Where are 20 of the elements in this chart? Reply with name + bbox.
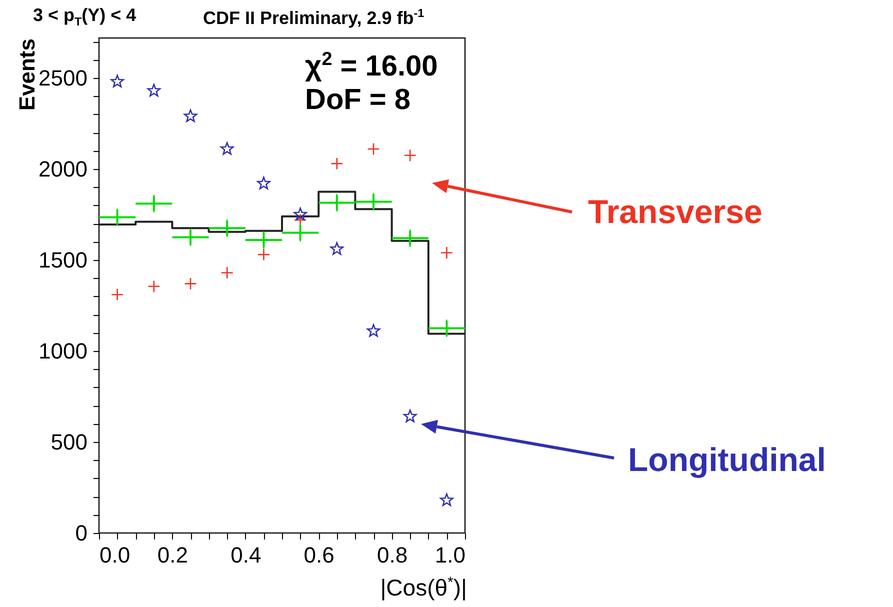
- x-tick-label: 1.0: [434, 542, 466, 568]
- chart-title: 3 < p$_{T}$(Υ) < 4: [33, 5, 136, 29]
- x-tick-label: 0.2: [157, 542, 188, 568]
- y-axis-title: Events: [14, 38, 40, 111]
- y-tick-label: 2000: [38, 156, 88, 182]
- y-tick-label: 2500: [38, 66, 88, 91]
- chart-subtitle: CDF II Preliminary, 2.9 fb$^{-1}$: [203, 7, 424, 29]
- x-tick-label: 0.6: [304, 542, 334, 568]
- x-tick-label: 0.8: [377, 542, 408, 568]
- y-tick-label: 0: [75, 520, 88, 546]
- annotation: DoF = 8: [305, 84, 411, 117]
- x-tick-label: 0.4: [230, 542, 262, 568]
- x-axis-title: |Cos(θ$^{*}$)|: [380, 574, 467, 602]
- legend-label: Transverse: [588, 193, 762, 231]
- text: Longitudinal: [628, 441, 826, 479]
- x-tick-label: 0.0: [100, 542, 130, 568]
- y-tick-label: 1500: [38, 248, 88, 273]
- annotation: χ$^{2}$ = 16.00: [305, 48, 438, 84]
- y-tick-label: 500: [50, 430, 88, 455]
- y-tick-label: 1000: [38, 338, 88, 364]
